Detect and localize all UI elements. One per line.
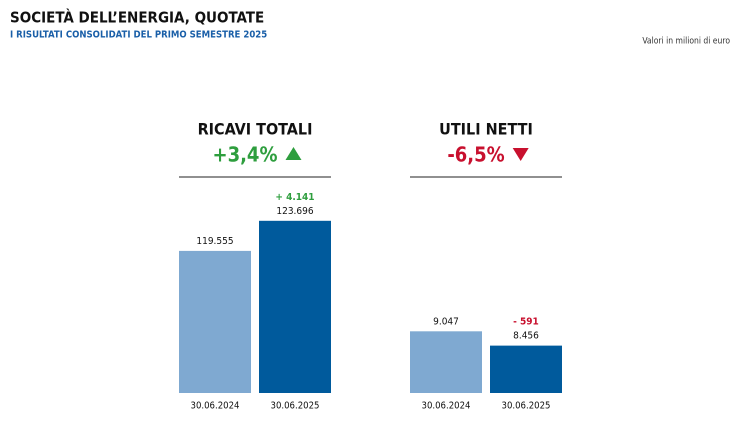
value-label: 8.456 xyxy=(513,331,539,342)
chart-title: UTILI NETTI xyxy=(439,120,533,139)
x-tick-label: 30.06.2025 xyxy=(271,401,320,412)
value-label: 123.696 xyxy=(276,206,313,217)
change-label: +3,4% xyxy=(213,143,278,167)
x-tick-label: 30.06.2024 xyxy=(422,401,471,412)
page-title: SOCIETÀ DELL’ENERGIA, QUOTATE xyxy=(10,8,264,27)
x-tick-label: 30.06.2024 xyxy=(191,401,240,412)
change-label: -6,5% xyxy=(447,143,504,167)
x-tick-label: 30.06.2025 xyxy=(502,401,551,412)
chart-title: RICAVI TOTALI xyxy=(198,120,313,139)
bar xyxy=(179,250,251,393)
unit-note: Valori in milioni di euro xyxy=(642,37,730,47)
page-subtitle: I RISULTATI CONSOLIDATI DEL PRIMO SEMEST… xyxy=(10,30,267,41)
bar xyxy=(410,331,482,393)
value-label: 9.047 xyxy=(433,316,459,327)
value-label: 119.555 xyxy=(196,236,233,247)
difference-label: - 591 xyxy=(513,317,539,328)
difference-label: + 4.141 xyxy=(275,192,314,203)
trend-arrow xyxy=(512,148,529,161)
bar xyxy=(490,345,562,393)
bar xyxy=(259,220,331,393)
trend-arrow xyxy=(285,147,302,160)
